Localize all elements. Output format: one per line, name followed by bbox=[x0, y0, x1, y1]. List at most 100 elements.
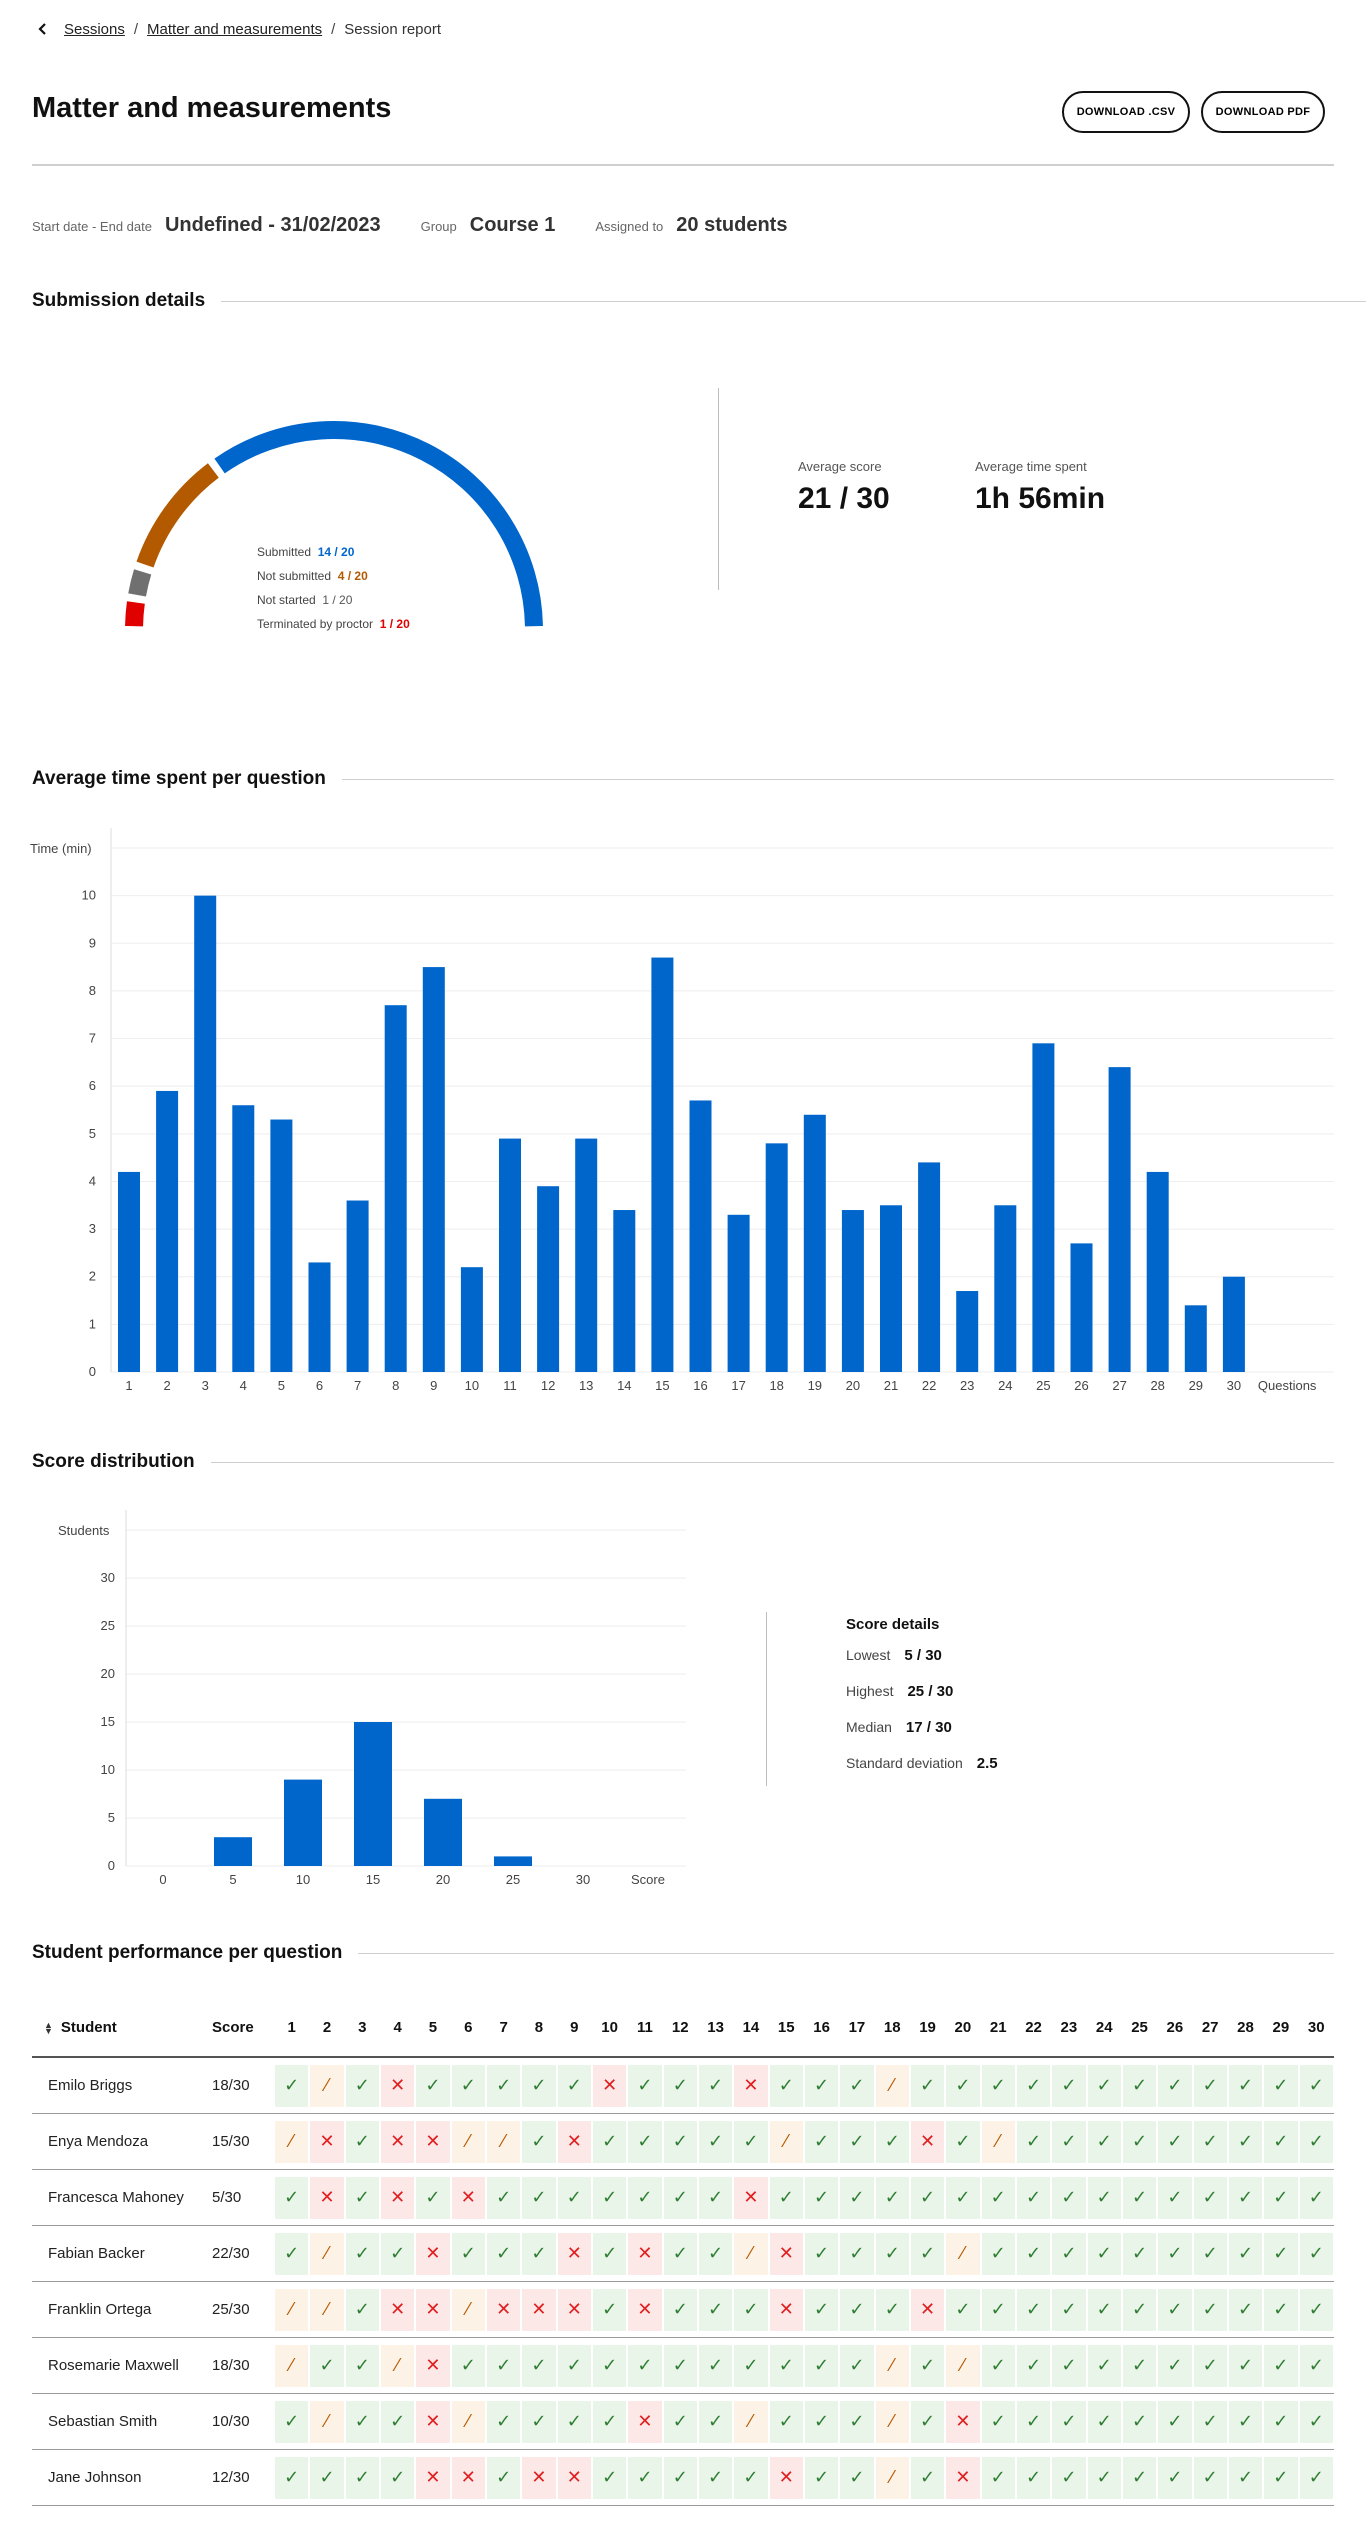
answer-cell: ✕ bbox=[733, 2058, 769, 2114]
y-tick-label: 9 bbox=[89, 935, 96, 950]
answer-cell: ✓ bbox=[803, 2058, 840, 2114]
check-icon: ✓ bbox=[275, 2400, 309, 2443]
answer-cell: ✓ bbox=[485, 2226, 522, 2282]
column-question: 8 bbox=[521, 1998, 557, 2058]
column-question: 15 bbox=[768, 1998, 804, 2058]
download-pdf-button[interactable]: DOWNLOAD PDF bbox=[1201, 91, 1325, 133]
answer-cell: ✓ bbox=[803, 2170, 840, 2226]
answer-cell: ✓ bbox=[803, 2226, 840, 2282]
page-title: Matter and measurements bbox=[32, 92, 392, 124]
bar bbox=[1070, 1243, 1093, 1372]
bar bbox=[1184, 1305, 1207, 1372]
answer-cell: ✓ bbox=[591, 2282, 628, 2338]
check-icon: ✓ bbox=[875, 2120, 909, 2163]
sort-icon[interactable]: ▲ ▼ bbox=[44, 2019, 53, 2036]
table-row[interactable]: Rosemarie Maxwell 18/30 ⁄ ✓ ✓ ⁄ ✕ ✓ ✓ ✓ ✓ ✓ ✓ ✓ ✓ ✓ ✓ ✓ ✓ ⁄… bbox=[32, 2338, 1334, 2394]
section-divider bbox=[210, 1461, 1334, 1463]
y-tick-label: 5 bbox=[89, 1126, 96, 1141]
answer-cell: ✓ bbox=[627, 2450, 663, 2506]
x-tick-label: 4 bbox=[240, 1378, 247, 1393]
answer-cell: ✓ bbox=[521, 2226, 557, 2282]
check-icon: ✓ bbox=[910, 2456, 945, 2499]
chevron-left-icon[interactable] bbox=[32, 18, 54, 40]
check-icon: ✓ bbox=[663, 2232, 697, 2275]
check-icon: ✓ bbox=[1228, 2400, 1263, 2443]
answer-cell: ✕ bbox=[521, 2450, 557, 2506]
answer-cell: ✕ bbox=[627, 2226, 663, 2282]
cross-icon: ✕ bbox=[769, 2456, 803, 2499]
column-question: 4 bbox=[379, 1998, 416, 2058]
check-icon: ✓ bbox=[663, 2288, 697, 2331]
check-icon: ✓ bbox=[1299, 2232, 1333, 2275]
cross-icon: ✕ bbox=[416, 2344, 450, 2387]
breadcrumb-separator: / bbox=[133, 20, 139, 38]
check-icon: ✓ bbox=[592, 2456, 627, 2499]
y-tick-label: 1 bbox=[89, 1316, 96, 1331]
submission-section-heading: Submission details bbox=[32, 290, 1366, 312]
check-icon: ✓ bbox=[840, 2176, 874, 2219]
table-row[interactable]: Enya Mendoza 15/30 ⁄ ✕ ✓ ✕ ✕ ⁄ ⁄ ✓ ✕ ✓ ✓ ✓ ✓ ✓ ⁄ ✓ ✓ ✓ ✕ ✓ ⁄ ✓ ✓… bbox=[32, 2114, 1334, 2170]
table-row[interactable]: Fabian Backer 22/30 ✓ ⁄ ✓ ✓ ✕ ✓ ✓ ✓ ✕ ✓ ✕ ✓ ✓ ⁄ ✕ ✓ ✓ ✓ ✓ ⁄ ✓ ✓… bbox=[32, 2226, 1334, 2282]
x-tick-label: 12 bbox=[541, 1378, 555, 1393]
answer-cell: ⁄ bbox=[945, 2338, 981, 2394]
table-row[interactable]: Jane Johnson 12/30 ✓ ✓ ✓ ✓ ✕ ✕ ✓ ✕ ✕ ✓ ✓ ✓ ✓ ✓ ✕ ✓ ✓ ⁄ ✓ ✕ ✓ ✓ ✓… bbox=[32, 2450, 1334, 2506]
answer-cell: ✓ bbox=[1227, 2450, 1264, 2506]
breadcrumb-matter-and-measurements[interactable]: Matter and measurements bbox=[147, 20, 323, 38]
x-tick-label: 2 bbox=[163, 1378, 170, 1393]
x-tick-label: 5 bbox=[229, 1872, 236, 1887]
x-tick-label: 19 bbox=[808, 1378, 822, 1393]
check-icon: ✓ bbox=[1228, 2456, 1263, 2499]
cross-icon: ✕ bbox=[380, 2288, 415, 2331]
check-icon: ✓ bbox=[734, 2456, 768, 2499]
student-score: 25/30 bbox=[212, 2282, 274, 2338]
bar bbox=[613, 1210, 636, 1372]
performance-heading: Student performance per question bbox=[32, 1942, 1334, 1964]
answer-cell: ✕ bbox=[415, 2114, 451, 2170]
column-student[interactable]: ▲ ▼ Student bbox=[32, 1998, 212, 2058]
answer-cell: ✓ bbox=[803, 2450, 840, 2506]
gauge-segment-not-started bbox=[128, 569, 152, 597]
table-row[interactable]: Franklin Ortega 25/30 ⁄ ⁄ ✓ ✕ ✕ ⁄ ✕ ✕ ✕ ✓ ✕ ✓ ✓ ✓ ✕ ✓ ✓ ✓ ✕ ✓… bbox=[32, 2282, 1334, 2338]
x-tick-label: 13 bbox=[579, 1378, 593, 1393]
student-name: Sebastian Smith bbox=[32, 2394, 212, 2450]
answer-cell: ⁄ bbox=[874, 2394, 910, 2450]
answer-cell: ✓ bbox=[1192, 2282, 1228, 2338]
check-icon: ✓ bbox=[946, 2120, 980, 2163]
answer-cell: ✓ bbox=[662, 2170, 698, 2226]
answer-cell: ✓ bbox=[803, 2282, 840, 2338]
answer-cell: ✓ bbox=[556, 2394, 592, 2450]
check-icon: ✓ bbox=[275, 2232, 309, 2275]
check-icon: ✓ bbox=[557, 2344, 591, 2387]
cross-icon: ✕ bbox=[380, 2064, 415, 2107]
answer-cell: ✓ bbox=[1157, 2170, 1193, 2226]
answer-cell: ✓ bbox=[1298, 2338, 1334, 2394]
x-tick-label: 17 bbox=[731, 1378, 745, 1393]
answer-cell: ✕ bbox=[521, 2282, 557, 2338]
cross-icon: ✕ bbox=[522, 2288, 556, 2331]
answer-cell: ⁄ bbox=[309, 2282, 345, 2338]
check-icon: ✓ bbox=[840, 2344, 874, 2387]
check-icon: ✓ bbox=[1228, 2120, 1263, 2163]
check-icon: ✓ bbox=[310, 2456, 344, 2499]
answer-cell: ✓ bbox=[521, 2058, 557, 2114]
answer-cell: ✓ bbox=[1121, 2058, 1158, 2114]
column-question: 13 bbox=[697, 1998, 734, 2058]
column-question: 1 bbox=[274, 1998, 310, 2058]
answer-cell: ✓ bbox=[1298, 2226, 1334, 2282]
check-icon: ✓ bbox=[1087, 2176, 1121, 2219]
answer-cell: ✓ bbox=[980, 2394, 1016, 2450]
student-score: 15/30 bbox=[212, 2114, 274, 2170]
download-csv-button[interactable]: DOWNLOAD .CSV bbox=[1062, 91, 1190, 133]
column-question: 22 bbox=[1015, 1998, 1052, 2058]
check-icon: ✓ bbox=[981, 2288, 1015, 2331]
breadcrumb-sessions[interactable]: Sessions bbox=[64, 20, 125, 38]
y-tick-label: 8 bbox=[89, 983, 96, 998]
table-row[interactable]: Emilo Briggs 18/30 ✓ ⁄ ✓ ✕ ✓ ✓ ✓ ✓ ✓ ✕ ✓ ✓ ✓ ✕ ✓ ✓ ✓ ⁄ ✓ ✓ ✓ ✓ ✓… bbox=[32, 2058, 1334, 2114]
table-row[interactable]: Sebastian Smith 10/30 ✓ ⁄ ✓ ✓ ✕ ⁄ ✓ ✓ ✓ ✓ ✕ ✓ ✓ ⁄ ✓ ✓ ✓ ⁄ ✓ ✕… bbox=[32, 2394, 1334, 2450]
table-row[interactable]: Francesca Mahoney 5/30 ✓ ✕ ✓ ✕ ✓ ✕ ✓ ✓ ✓ ✓ ✓ ✓ ✓ ✕ ✓ ✓ ✓ ✓ ✓… bbox=[32, 2170, 1334, 2226]
check-icon: ✓ bbox=[910, 2400, 945, 2443]
answer-cell: ✕ bbox=[909, 2114, 946, 2170]
bar bbox=[422, 967, 445, 1372]
answer-cell: ✕ bbox=[556, 2226, 592, 2282]
y-tick-label: 10 bbox=[82, 888, 96, 903]
